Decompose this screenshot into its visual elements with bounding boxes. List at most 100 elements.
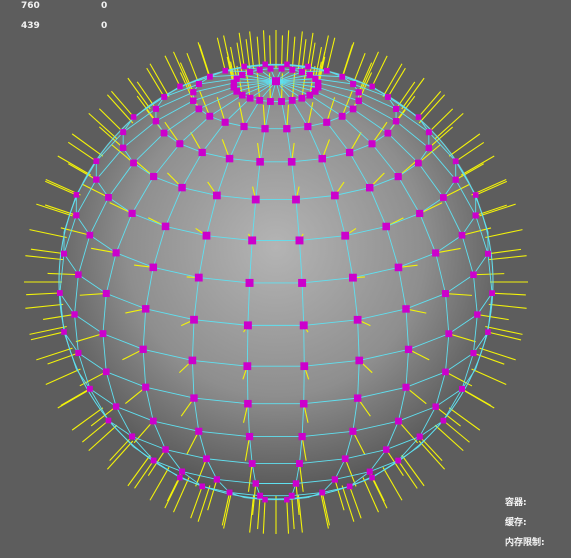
wire-edge (259, 128, 266, 162)
stat-cache-label: 缓存: (505, 518, 527, 528)
vertex-normal (455, 142, 485, 162)
wire-edge (244, 63, 266, 67)
wire-edge (108, 162, 134, 198)
wire-edge (455, 179, 477, 216)
vertex-normal (164, 55, 181, 87)
vertex-normal (307, 32, 314, 67)
wire-edge (102, 333, 107, 372)
vertex-handle (402, 305, 410, 313)
wire-edge (344, 235, 354, 278)
wire-edge (358, 100, 397, 122)
wire-edge (286, 497, 308, 501)
vertex-normal (281, 35, 284, 69)
wire-edge (233, 80, 277, 88)
vertex-handle (365, 183, 374, 192)
vertex-normal (477, 314, 509, 321)
vertex-handle (239, 71, 246, 79)
wire-edge (131, 176, 155, 214)
wire-edge (108, 197, 133, 214)
wire-edge (275, 74, 310, 82)
vertex-handle (261, 125, 269, 133)
vertex-normal (67, 163, 97, 181)
hud-value: 0 (101, 1, 108, 11)
wire-edge (369, 176, 399, 189)
vertex-handle (56, 290, 63, 296)
wire-edge (299, 436, 303, 464)
wire-edge (181, 152, 203, 188)
vertex-handle (355, 97, 362, 105)
vertex-normal (371, 55, 388, 87)
wire-edge (303, 325, 305, 367)
rim-normal (319, 491, 329, 529)
vertex-handle (331, 191, 339, 200)
vertex-handle (152, 105, 160, 112)
vertex-normal (418, 144, 441, 164)
wire-edge (249, 71, 277, 82)
wire-edge (352, 277, 359, 320)
wire-edge (398, 387, 407, 422)
vertex-handle (73, 192, 80, 198)
vertex-handle (221, 118, 229, 126)
wire-edge (291, 161, 297, 200)
vertex-normal (79, 292, 107, 296)
vertex-handle (178, 183, 186, 192)
vertex-handle (161, 94, 168, 100)
wire-edge (209, 74, 243, 78)
vertex-handle (213, 476, 221, 483)
vertex-handle (288, 492, 295, 499)
vertex-handle (489, 290, 496, 297)
vertex-normal (67, 141, 97, 162)
vertex-handle (93, 176, 100, 183)
wire-edge (247, 403, 250, 437)
vertex-normal (487, 331, 522, 341)
wire-edge (358, 91, 397, 110)
vertex-normal (75, 333, 104, 343)
wire-edge (344, 431, 354, 459)
rim-normal (297, 31, 303, 70)
wire-edge (122, 120, 157, 149)
vertex-handle (194, 273, 203, 282)
vertex-handle (112, 249, 120, 257)
vertex-handle (355, 89, 362, 96)
vertex-handle (75, 271, 82, 278)
vertex-handle (319, 489, 326, 496)
vertex-handle (402, 383, 410, 391)
rim-normal (418, 94, 446, 124)
wire-edge (165, 187, 183, 227)
rim-normal (88, 112, 118, 140)
vertex-handle (262, 496, 268, 503)
vertex-normal (326, 37, 336, 71)
rim-normal (362, 51, 380, 87)
vertex-handle (292, 195, 300, 204)
vertex-handle (243, 321, 252, 330)
vertex-normal (190, 486, 203, 519)
vertex-normal (81, 420, 109, 443)
vertex-handle (292, 480, 300, 487)
wire-edge (89, 388, 109, 421)
wire-edge (153, 176, 183, 189)
wire-edge (345, 226, 387, 237)
vertex-normal (109, 202, 133, 214)
wire-edge (357, 319, 360, 361)
wire-edge (163, 83, 200, 98)
wire-edge (206, 458, 218, 480)
vertex-handle (129, 433, 136, 440)
wire-edge (304, 360, 360, 367)
wire-edge (334, 458, 346, 480)
wire-edge (475, 215, 489, 254)
wire-edge (286, 63, 309, 67)
vertex-handle (311, 88, 319, 95)
wire-edge (405, 349, 410, 388)
vertex-handle (345, 148, 354, 157)
wire-edge (249, 240, 253, 283)
vertex-handle (190, 97, 197, 104)
vertex-handle (251, 195, 260, 204)
wire-edge (435, 252, 446, 294)
vertex-normal (216, 37, 226, 71)
vertex-handle (485, 329, 491, 335)
wire-edge (387, 132, 419, 164)
vertex-handle (299, 321, 308, 330)
vertex-normal (262, 30, 266, 65)
